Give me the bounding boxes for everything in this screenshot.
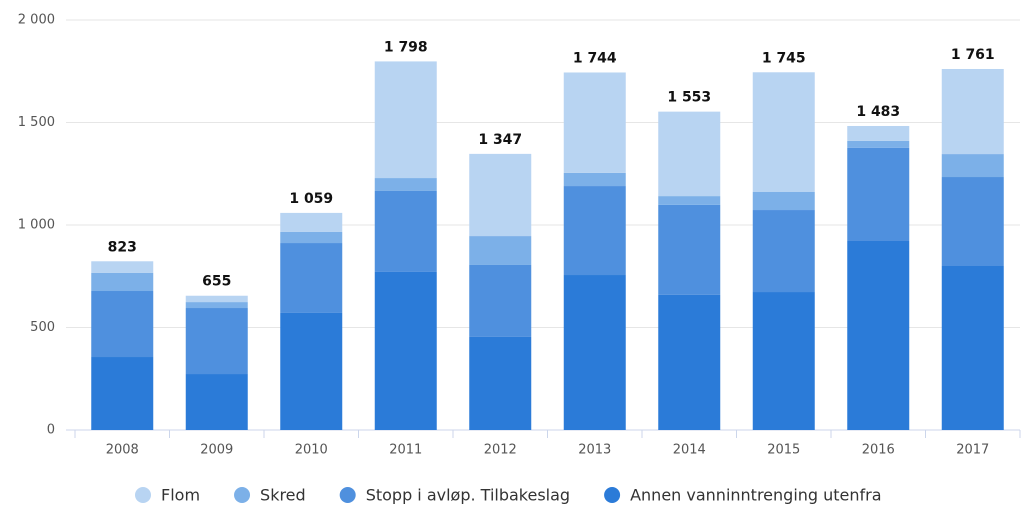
- legend-label: Annen vanninntrenging utenfra: [630, 486, 881, 505]
- total-label: 1 483: [856, 104, 900, 120]
- bar-segment: [847, 125, 910, 141]
- bar-segment: [941, 177, 1004, 266]
- x-tick-label: 2016: [862, 443, 895, 458]
- bar-segment: [469, 236, 532, 265]
- bar-segment: [847, 147, 910, 241]
- bar-segment: [658, 111, 721, 197]
- x-tick-label: 2009: [200, 443, 233, 458]
- total-label: 823: [108, 239, 137, 255]
- total-label: 1 059: [289, 191, 333, 207]
- legend-marker: [339, 487, 356, 503]
- bar-segment: [374, 61, 437, 179]
- bar-segment: [752, 191, 815, 211]
- bar-segment: [658, 204, 721, 295]
- bar-segment: [563, 186, 626, 276]
- legend-marker: [604, 487, 621, 503]
- bar-segment: [847, 140, 910, 148]
- bar-segment: [374, 178, 437, 191]
- bar-segment: [847, 240, 910, 430]
- y-tick-label: 1 500: [18, 115, 55, 130]
- total-label: 1 798: [384, 39, 428, 55]
- bar-segment: [752, 210, 815, 293]
- bar-segment: [185, 295, 248, 303]
- bar-segment: [91, 357, 154, 430]
- total-label: 655: [202, 274, 231, 290]
- bar-segment: [563, 72, 626, 173]
- total-label: 1 347: [478, 132, 522, 148]
- total-label: 1 761: [951, 47, 995, 63]
- bar-segment: [91, 261, 154, 273]
- x-tick-label: 2013: [578, 443, 611, 458]
- bar-segment: [280, 231, 343, 244]
- x-tick-label: 2017: [956, 443, 989, 458]
- bar-segment: [752, 292, 815, 430]
- bar-segment: [185, 302, 248, 309]
- bar-segment: [280, 243, 343, 313]
- bar-segment: [91, 291, 154, 358]
- total-label: 1 745: [762, 50, 806, 66]
- legend-marker: [135, 487, 151, 503]
- bar-segment: [280, 212, 343, 232]
- y-tick-label: 1 000: [18, 218, 55, 233]
- x-tick-label: 2008: [106, 443, 139, 458]
- legend-marker: [234, 487, 251, 503]
- legend-label: Flom: [161, 486, 200, 505]
- bar-segment: [185, 374, 248, 430]
- bar-segment: [658, 196, 721, 205]
- bar-segment: [563, 172, 626, 187]
- legend-label: Skred: [260, 486, 306, 505]
- y-tick-label: 500: [30, 320, 55, 335]
- bar-segment: [563, 275, 626, 430]
- x-tick-label: 2015: [767, 443, 800, 458]
- bar-segment: [469, 264, 532, 337]
- bar-segment: [185, 308, 248, 375]
- bar-segment: [91, 272, 154, 292]
- y-tick-label: 2 000: [18, 13, 55, 28]
- bar-segment: [941, 154, 1004, 178]
- bar-segment: [658, 294, 721, 430]
- total-label: 1 553: [667, 90, 711, 106]
- total-label: 1 744: [573, 50, 617, 66]
- x-tick-label: 2012: [484, 443, 517, 458]
- bar-segment: [941, 68, 1004, 155]
- x-tick-label: 2011: [389, 443, 422, 458]
- bar-segment: [280, 312, 343, 430]
- bar-segment: [374, 190, 437, 272]
- x-tick-label: 2010: [295, 443, 328, 458]
- bar-segment: [469, 336, 532, 430]
- bar-segment: [752, 72, 815, 192]
- x-tick-label: 2014: [673, 443, 706, 458]
- y-tick-label: 0: [47, 423, 55, 438]
- bar-segment: [941, 266, 1004, 430]
- legend-label: Stopp i avløp. Tilbakeslag: [366, 486, 570, 505]
- bar-segment: [469, 153, 532, 237]
- bar-segment: [374, 271, 437, 430]
